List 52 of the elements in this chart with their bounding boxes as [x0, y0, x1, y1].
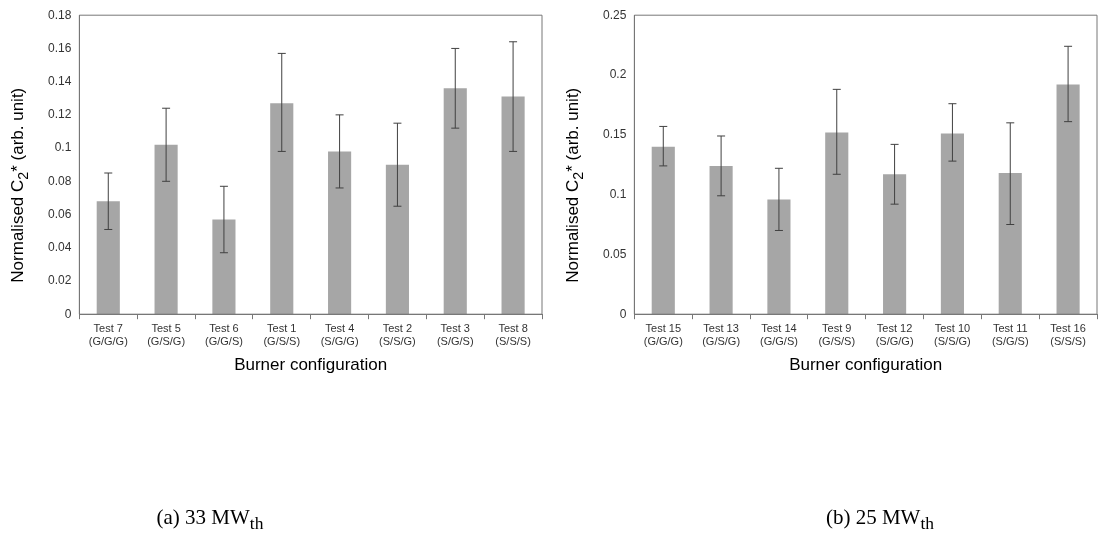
bar — [1056, 84, 1080, 315]
x-tick-label: Test 15 (G/G/G) — [643, 321, 683, 348]
x-tick-label: Test 12 (S/G/G) — [875, 321, 914, 348]
y-tick-label: 0 — [64, 306, 72, 321]
x-axis-title: Burner configuration — [234, 355, 388, 375]
text: (a) 33 MW$_{th}$ — [155, 505, 265, 535]
bar — [212, 219, 236, 315]
x-tick-label: Test 16 (S/S/S) — [1050, 321, 1086, 348]
y-tick-label: 0.25 — [603, 7, 627, 22]
bar — [709, 165, 733, 315]
bar — [883, 174, 907, 315]
y-tick-label: 0.02 — [48, 273, 72, 288]
x-tick-label: Test 6 (G/G/S) — [204, 321, 243, 348]
bar — [825, 132, 849, 315]
y-tick-label: 0.06 — [48, 206, 72, 221]
bar — [154, 144, 178, 315]
x-tick-label: Test 5 (G/S/G) — [147, 321, 186, 348]
y-tick-label: 0.15 — [603, 127, 627, 142]
bar — [998, 173, 1022, 315]
x-tick-label: Test 1 (G/S/S) — [263, 321, 301, 348]
bar — [767, 199, 791, 315]
bar — [501, 96, 525, 315]
bar — [940, 133, 964, 315]
bar — [651, 146, 675, 315]
x-tick-label: Test 11 (S/G/S) — [991, 321, 1029, 348]
x-tick-label: Test 8 (S/S/S) — [495, 321, 531, 348]
y-tick-label: 0.1 — [609, 186, 627, 201]
x-tick-label: Test 3 (S/G/S) — [436, 321, 474, 348]
y-tick-label: 0.16 — [48, 40, 72, 55]
x-tick-label: Test 9 (G/S/S) — [818, 321, 856, 348]
bar — [270, 103, 294, 315]
text: (b) 25 MW$_{th}$ — [824, 505, 936, 535]
y-tick-label: 0.08 — [48, 173, 72, 188]
x-tick-label: Test 10 (S/S/G) — [934, 321, 971, 348]
y-tick-label: 0.04 — [48, 240, 72, 255]
y-tick-label: 0.18 — [48, 7, 72, 22]
bar — [328, 151, 352, 315]
bar — [96, 201, 120, 315]
y-tick-label: 0 — [619, 306, 627, 321]
x-axis-title: Burner configuration — [789, 355, 943, 375]
y-tick-label: 0.05 — [603, 246, 627, 261]
x-tick-label: Test 13 (G/S/G) — [702, 321, 741, 348]
y-tick-label: 0.2 — [609, 67, 627, 82]
y-tick-label: 0.14 — [48, 73, 72, 88]
x-tick-label: Test 4 (S/G/G) — [320, 321, 359, 348]
y-tick-label: 0.1 — [54, 140, 72, 155]
y-tick-label: 0.12 — [48, 107, 72, 122]
bar — [443, 88, 467, 315]
bar — [385, 164, 409, 315]
x-tick-label: Test 14 (G/G/S) — [759, 321, 798, 348]
x-tick-label: Test 2 (S/S/G) — [379, 321, 416, 348]
x-tick-label: Test 7 (G/G/G) — [88, 321, 128, 348]
